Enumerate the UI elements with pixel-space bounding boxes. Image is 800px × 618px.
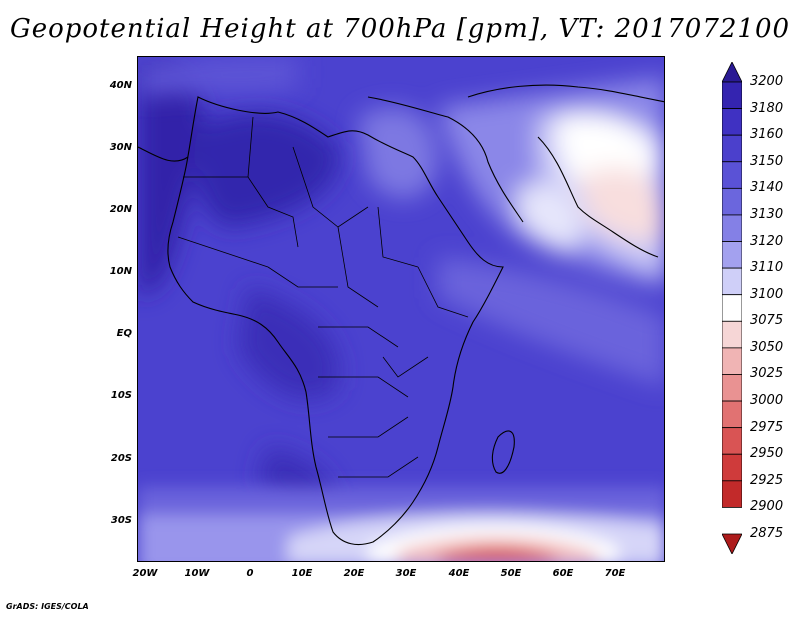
colorbar-label: 2925	[750, 472, 784, 488]
map-panel	[137, 56, 665, 562]
colorbar-swatch	[722, 108, 742, 136]
colorbar-label: 3160	[750, 127, 784, 143]
coastlines	[138, 84, 664, 546]
colorbar-label: 2875	[750, 526, 784, 541]
colorbar-swatch	[722, 453, 742, 482]
colorbar-swatch	[722, 320, 742, 349]
lat-label-eq: EQ	[116, 328, 132, 339]
colorbar-swatch	[722, 294, 742, 322]
colorbar-swatch	[722, 81, 742, 109]
colorbar-swatch	[722, 267, 742, 296]
colorbar-label: 3075	[750, 313, 784, 329]
lon-label-40e: 40E	[448, 568, 470, 579]
colorbar-label: 3200	[750, 74, 784, 89]
lon-label-50e: 50E	[500, 568, 522, 579]
map-field	[138, 57, 664, 561]
lat-label-20s: 20S	[110, 453, 132, 464]
lon-label-30e: 30E	[395, 568, 417, 579]
lat-label-30n: 30N	[109, 142, 132, 153]
colorbar-label: 2975	[750, 419, 784, 435]
lon-label-20e: 20E	[343, 568, 365, 579]
lon-label-10e: 10E	[291, 568, 313, 579]
country-borders	[177, 116, 469, 478]
chart-title: Geopotential Height at 700hPa [gpm], VT:…	[9, 14, 791, 44]
colorbar-label: 3100	[750, 286, 784, 302]
colorbar-label: 3050	[750, 339, 784, 355]
southern-gradient	[138, 487, 664, 561]
colorbar-label: 2900	[750, 499, 784, 515]
colorbar-swatch	[722, 427, 742, 455]
low-height-shading	[138, 57, 664, 387]
colorbar-swatch	[722, 187, 742, 216]
grads-credit: GrADS: IGES/COLA	[6, 602, 89, 611]
lat-label-20n: 20N	[109, 204, 132, 215]
colorbar-label: 3130	[750, 206, 784, 222]
colorbar-swatch	[722, 347, 742, 375]
colorbar-label: 3025	[750, 366, 784, 382]
lat-label-10n: 10N	[109, 266, 132, 277]
colorbar-swatch	[722, 400, 742, 429]
lon-label-0: 0	[246, 568, 254, 579]
colorbar-label: 3120	[750, 233, 784, 249]
colorbar-label: 2950	[750, 446, 784, 462]
colorbar-swatch	[722, 161, 742, 189]
lon-label-60e: 60E	[552, 568, 574, 579]
colorbar-swatch	[722, 134, 742, 163]
colorbar-label: 3000	[750, 393, 784, 409]
lon-label-20w: 20W	[132, 568, 158, 579]
colorbar-label: 3150	[750, 153, 784, 169]
lat-label-10s: 10S	[110, 390, 132, 401]
lon-label-70e: 70E	[604, 568, 626, 579]
colorbar-label: 3110	[750, 260, 784, 276]
lat-label-30s: 30S	[110, 515, 132, 526]
lon-label-10w: 10W	[184, 568, 210, 579]
colorbar-bottom-arrow	[722, 533, 742, 554]
colorbar-swatch	[722, 480, 742, 508]
colorbar-label: 3180	[750, 100, 784, 116]
colorbar-label: 3140	[750, 180, 784, 196]
colorbar-top-arrow	[722, 62, 742, 83]
lat-label-40n: 40N	[109, 80, 132, 91]
colorbar-swatch	[722, 374, 742, 402]
colorbar	[722, 62, 742, 554]
colorbar-swatch	[722, 214, 742, 242]
colorbar-swatch	[722, 241, 742, 269]
